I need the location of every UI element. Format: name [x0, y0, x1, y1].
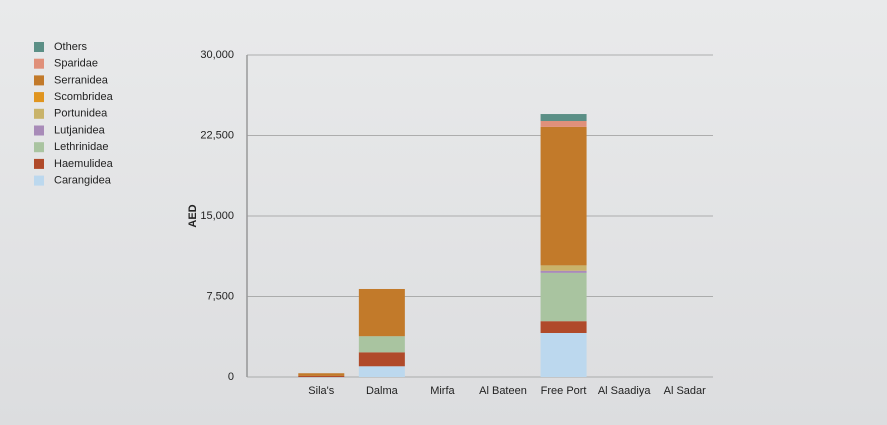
bar-segment [540, 114, 587, 122]
legend-swatch [34, 42, 44, 52]
x-tick-label: Sila's [308, 385, 334, 397]
bar-segment [540, 126, 587, 266]
bar-segment [298, 375, 345, 377]
bar-segment [298, 373, 345, 376]
bar-segment [540, 265, 587, 271]
x-tick-label: Al Saadiya [598, 385, 651, 397]
bar-segment [540, 332, 587, 377]
legend-label: Lethrinidae [54, 141, 108, 153]
legend-swatch [34, 92, 44, 103]
legend-label: Scombridea [54, 91, 114, 103]
y-axis-label: AED [187, 204, 199, 227]
y-tick-label: 30,000 [200, 49, 234, 61]
bar-segment [358, 336, 405, 353]
legend-swatch [34, 58, 44, 69]
x-tick-label: Free Port [541, 385, 587, 397]
legend-swatch [34, 108, 44, 119]
x-tick-label: Mirfa [430, 385, 455, 397]
legend-swatch [34, 158, 44, 169]
legend-swatch [34, 142, 44, 153]
y-tick-label: 22,500 [200, 129, 234, 141]
legend-label: Others [54, 41, 88, 53]
legend-label: Portunidea [54, 108, 108, 120]
bar-segment [358, 352, 405, 367]
legend-swatch [34, 125, 44, 136]
legend-label: Lutjanidea [54, 124, 106, 136]
y-tick-label: 7,500 [206, 290, 234, 302]
legend-label: Sparidae [54, 58, 98, 70]
bar-segment [358, 288, 405, 337]
x-tick-label: Dalma [366, 385, 399, 397]
y-tick-label: 0 [228, 371, 234, 383]
bar-segment [540, 272, 587, 322]
bar-segment [540, 321, 587, 333]
x-tick-label: Al Sadar [664, 385, 707, 397]
x-tick-label: Al Bateen [479, 385, 527, 397]
legend-swatch [34, 175, 44, 186]
legend-label: Serranidea [54, 74, 109, 86]
legend-label: Carangidea [54, 175, 112, 187]
bar-segment [540, 121, 587, 127]
legend-label: Haemulidea [54, 158, 114, 170]
bar-segment [540, 270, 587, 273]
bar-segment [358, 366, 405, 377]
y-tick-label: 15,000 [200, 210, 234, 222]
legend-swatch [34, 75, 44, 86]
